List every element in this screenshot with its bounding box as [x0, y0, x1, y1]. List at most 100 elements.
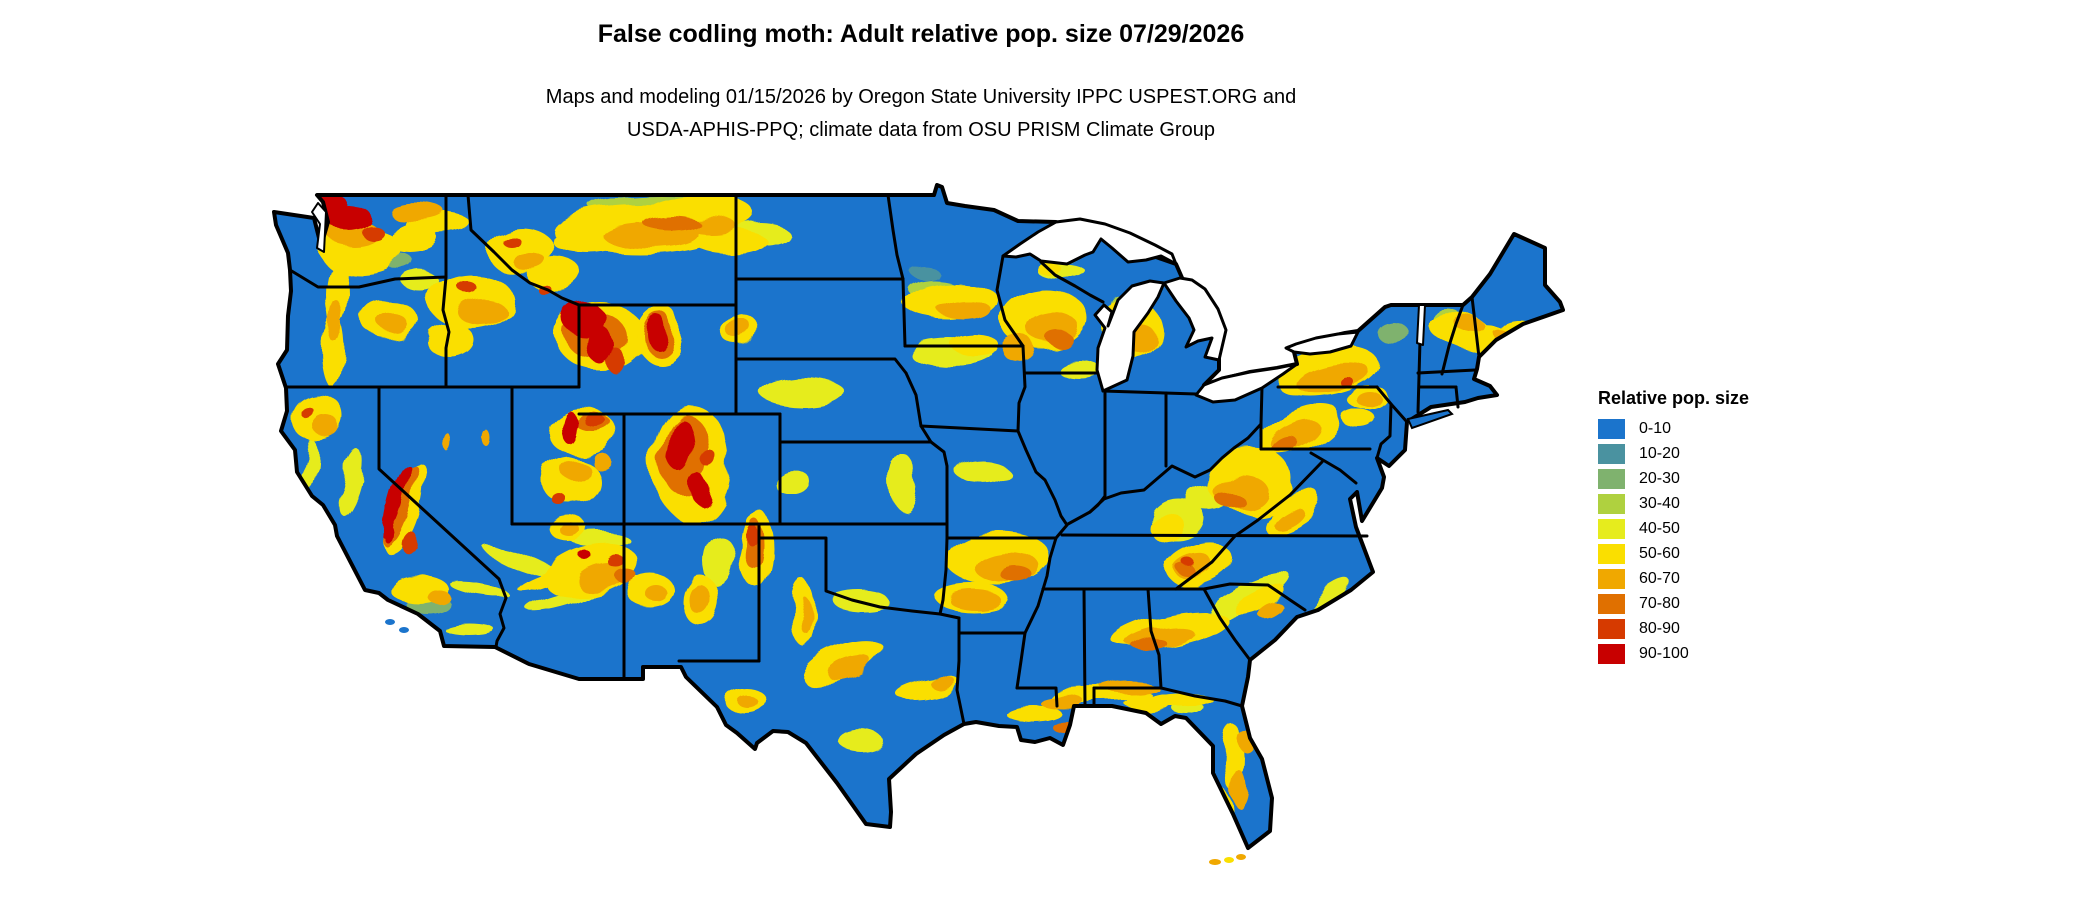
heat-patch [746, 524, 758, 546]
legend-item: 10-20 [1598, 444, 1749, 464]
heat-patch [1002, 702, 1058, 718]
lake-superior [1001, 217, 1178, 266]
page-title: False codling moth: Adult relative pop. … [597, 20, 1245, 48]
heat-patch [931, 679, 959, 691]
heat-patch [553, 494, 567, 506]
heat-patch [1151, 516, 1189, 544]
heat-patch [689, 585, 711, 615]
legend: Relative pop. size 0-10 10-20 20-30 30-4… [1598, 388, 1749, 669]
subtitle-line-1: Maps and modeling 01/15/2026 by Oregon S… [545, 86, 1297, 108]
heat-patch [796, 594, 808, 630]
heat-patch [667, 417, 693, 473]
legend-swatch [1598, 544, 1625, 564]
long-island [1406, 408, 1454, 430]
heat-patch [381, 316, 409, 334]
legend-label: 50-60 [1639, 545, 1680, 562]
heat-patch [908, 264, 936, 276]
legend-swatch [1598, 569, 1625, 589]
legend-item: 30-40 [1598, 494, 1749, 514]
heat-patch [1343, 411, 1377, 429]
legend-label: 0-10 [1639, 420, 1672, 437]
florida-keys [1224, 857, 1234, 863]
heat-patch [758, 374, 842, 406]
legend-item: 60-70 [1598, 569, 1749, 589]
heat-patch [606, 554, 624, 566]
heat-patches [293, 192, 1539, 831]
legend-item: 70-80 [1598, 594, 1749, 614]
heat-patch [587, 326, 613, 364]
heat-patch [954, 458, 1006, 482]
heat-patch [949, 591, 1001, 609]
legend-label: 40-50 [1639, 520, 1680, 537]
legend-item: 80-90 [1598, 619, 1749, 639]
heat-patch [317, 419, 343, 441]
heat-patch [482, 544, 558, 576]
legend-swatch [1598, 519, 1625, 539]
legend-swatch [1598, 644, 1625, 664]
legend-swatch [1598, 619, 1625, 639]
heat-patch [691, 476, 709, 504]
heat-patch [484, 432, 492, 448]
legend-item: 50-60 [1598, 544, 1749, 564]
heat-patch [561, 459, 589, 481]
lake-michigan [1093, 279, 1166, 393]
heat-patch [429, 591, 451, 605]
subtitle-line-2: USDA-APHIS-PPQ; climate data from OSU PR… [627, 119, 1215, 141]
heat-patch [1217, 491, 1243, 509]
legend-item: 90-100 [1598, 644, 1749, 664]
heat-patch [321, 202, 369, 228]
heat-patch [501, 234, 519, 246]
legend-swatch [1598, 594, 1625, 614]
legend-swatch [1598, 494, 1625, 514]
heat-patch [694, 228, 766, 254]
legend-label: 20-30 [1639, 470, 1680, 487]
heat-patch [702, 451, 718, 469]
heat-patch [303, 409, 317, 421]
lake-erie [1194, 362, 1299, 404]
heat-patch [516, 569, 564, 591]
heat-patch [402, 271, 438, 291]
heat-patch [426, 323, 474, 357]
heat-patch [1257, 602, 1283, 618]
great-lakes [311, 202, 1426, 404]
heat-patch [642, 214, 698, 230]
legend-swatch [1598, 469, 1625, 489]
heat-patch [1231, 772, 1249, 808]
heat-patch [828, 656, 872, 680]
heat-patch [513, 253, 547, 271]
heat-patch [579, 550, 591, 560]
channel-island [385, 619, 395, 625]
lake-ontario [1284, 330, 1360, 356]
heat-patch [838, 729, 882, 751]
heat-patch [939, 299, 991, 321]
heat-patch [1234, 585, 1286, 615]
legend-swatch [1598, 444, 1625, 464]
legend-item: 0-10 [1598, 419, 1749, 439]
heat-patch [441, 431, 449, 449]
heat-patch [1338, 375, 1352, 385]
legend-item: 20-30 [1598, 469, 1749, 489]
heat-patch [1003, 337, 1037, 363]
channel-island [399, 627, 409, 633]
coastal-islands [385, 408, 1454, 865]
lake-champlain [1416, 304, 1426, 346]
heat-patch [1269, 504, 1301, 526]
heat-patch [404, 534, 420, 556]
heat-patch [729, 317, 751, 343]
legend-label: 30-40 [1639, 495, 1680, 512]
florida-keys [1236, 854, 1246, 860]
heat-patch [392, 206, 448, 224]
heat-patch [327, 298, 341, 342]
heat-patch [738, 696, 758, 708]
legend-item: 40-50 [1598, 519, 1749, 539]
legend-label: 70-80 [1639, 595, 1680, 612]
heat-patch [1357, 392, 1383, 408]
heat-patch [1004, 570, 1036, 586]
heat-patch [562, 525, 582, 539]
heat-patch [1058, 361, 1102, 379]
lake-huron [1162, 276, 1228, 362]
heat-patch [798, 636, 882, 684]
heat-patch [1037, 694, 1083, 706]
legend-label: 10-20 [1639, 445, 1680, 462]
